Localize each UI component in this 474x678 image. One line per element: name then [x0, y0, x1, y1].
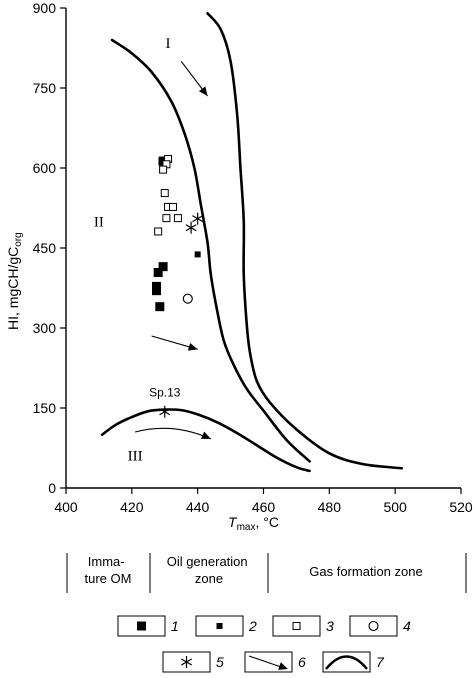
region-label-III: III: [128, 448, 143, 464]
data-point-type-3: [160, 189, 169, 198]
region-label-I: I: [166, 36, 171, 52]
x-axis-label-main: T: [228, 514, 238, 530]
data-point-type-2: [194, 251, 201, 258]
zone-oil-line2: zone: [195, 571, 223, 586]
trend-arrow-2: [151, 335, 198, 351]
legend-number: 7: [376, 654, 385, 670]
legend-symbol-1: [137, 621, 146, 631]
legend: 1 2 3 4 5 6 7: [117, 615, 411, 673]
boundary-curve-2: [110, 38, 311, 463]
legend-symbol-2: [216, 623, 223, 629]
data-point-type-3: [168, 202, 177, 211]
zone-immature-label: Imma- ture OM: [85, 554, 132, 586]
data-point-type-5: [185, 221, 197, 234]
y-tick-label: 150: [33, 400, 57, 416]
data-points: [152, 154, 204, 418]
data-point-type-3: [159, 165, 168, 174]
y-axis-label: HI, mgCH/gCorg: [5, 232, 24, 330]
legend-item-5: 5: [162, 651, 224, 673]
data-point-type-2: [158, 158, 165, 165]
legend-item-4: 4: [349, 615, 411, 637]
data-point-type-1: [155, 302, 165, 312]
x-tick-label: 460: [252, 499, 276, 515]
boundary-curves: [100, 12, 404, 473]
data-point-type-3: [173, 214, 182, 223]
x-tick-label: 440: [186, 499, 210, 515]
y-tick-label: 600: [33, 160, 57, 176]
y-axis-label-main: HI, mgCH/gC: [5, 247, 21, 330]
legend-item-3: 3: [272, 615, 334, 637]
data-point-type-1: [158, 262, 168, 272]
zone-immature-line1: Imma-: [88, 554, 125, 569]
legend-number: 5: [216, 654, 224, 670]
zone-oil-label: Oil generation zone: [167, 554, 252, 586]
x-ticks: 400 420 440 460 480 500 520: [54, 488, 473, 515]
trend-arrow-3: [134, 427, 212, 440]
x-axis-label: Tmax, °C: [228, 514, 279, 533]
legend-symbol-3: [292, 622, 301, 630]
y-ticks: 0 150 300 450 600 750 900: [33, 0, 66, 496]
legend-number: 4: [403, 618, 411, 634]
data-point-type-5: [159, 405, 171, 418]
legend-item-1: 1: [117, 615, 179, 637]
x-axis-label-sub: max: [237, 522, 256, 533]
x-tick-label: 480: [318, 499, 342, 515]
y-tick-label: 750: [33, 80, 57, 96]
region-label-II: II: [94, 215, 104, 231]
legend-number: 6: [298, 654, 306, 670]
data-point-type-3: [154, 227, 163, 236]
legend-number: 1: [171, 618, 179, 634]
x-tick-label: 400: [54, 499, 78, 515]
y-tick-label: 300: [33, 320, 57, 336]
y-tick-label: 450: [33, 240, 57, 256]
legend-item-7: 7: [322, 651, 385, 673]
y-tick-label: 0: [48, 480, 56, 496]
data-point-type-5: [192, 212, 204, 225]
zone-oil-line1: Oil generation: [167, 554, 248, 569]
zone-strip: Imma- ture OM Oil generation zone Gas fo…: [66, 553, 467, 593]
y-axis-label-sub: org: [13, 232, 24, 246]
y-tick-label: 900: [33, 0, 57, 16]
legend-item-2: 2: [195, 615, 257, 637]
x-axis-label-unit: , °C: [255, 514, 279, 530]
zone-gas-label: Gas formation zone: [309, 564, 422, 579]
zone-immature-line2: ture OM: [85, 571, 132, 586]
trend-arrows: [134, 61, 212, 440]
legend-number: 3: [326, 618, 334, 634]
legend-symbol-5: [181, 656, 192, 668]
data-point-type-4: [182, 293, 193, 304]
boundary-curve-1: [206, 12, 404, 470]
x-tick-label: 500: [383, 499, 407, 515]
legend-number: 2: [248, 618, 257, 634]
x-tick-label: 520: [449, 499, 473, 515]
sample-annotation: Sp.13: [149, 385, 181, 399]
x-tick-label: 420: [120, 499, 144, 515]
legend-item-6: 6: [244, 651, 306, 673]
trend-arrow-1: [180, 61, 208, 97]
legend-symbol-4: [368, 620, 379, 632]
data-point-type-1: [153, 268, 163, 278]
data-point-type-1: [152, 286, 162, 296]
boundary-curve-3: [100, 408, 311, 473]
data-point-type-3: [162, 214, 171, 223]
